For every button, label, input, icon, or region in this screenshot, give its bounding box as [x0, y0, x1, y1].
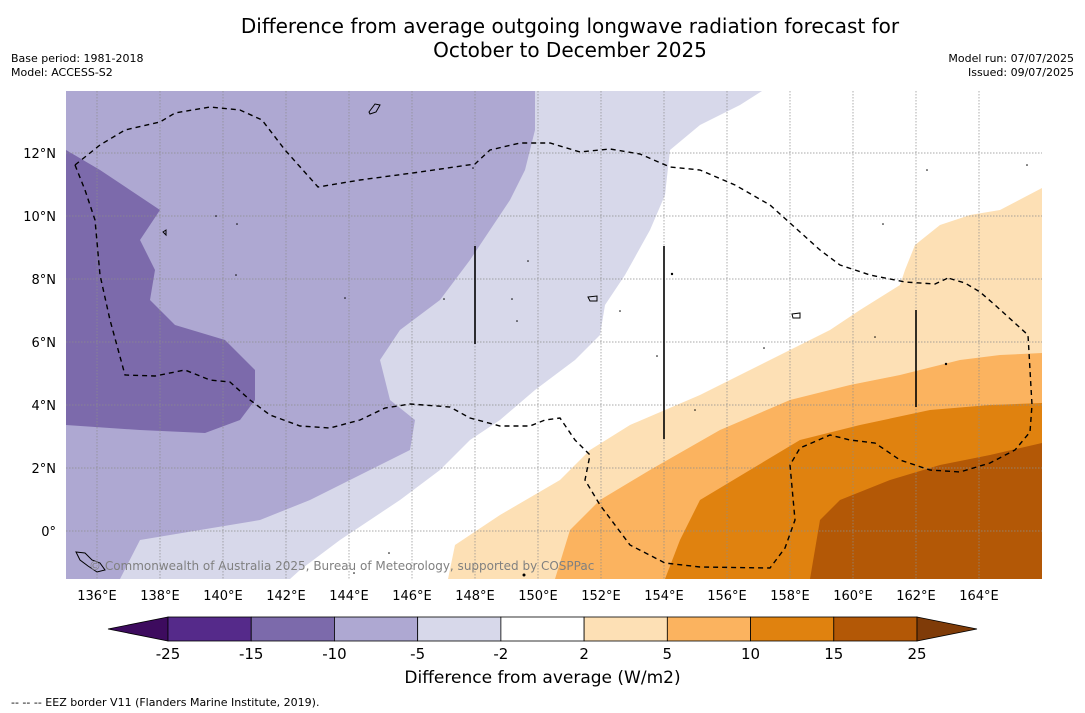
meta-right: Model run: 07/07/2025 Issued: 09/07/2025	[948, 52, 1074, 80]
colorbar-swatch	[583, 616, 668, 642]
longitude-labels: 136°E 138°E 140°E 142°E 144°E 146°E 148°…	[77, 589, 999, 604]
copyright-watermark: © Commonwealth of Australia 2025, Bureau…	[89, 559, 594, 573]
colorbar-tick-label: 15	[824, 645, 843, 663]
colorbar-tick-label: 5	[663, 645, 673, 663]
lat-label: 12°N	[23, 147, 56, 162]
lon-label: 150°E	[518, 589, 558, 604]
islands	[75, 103, 801, 573]
lat-label: 0°	[41, 525, 56, 540]
island-dots	[215, 164, 1028, 577]
colorbar-swatch	[750, 616, 835, 642]
lon-label: 146°E	[392, 589, 432, 604]
colorbar-tick-label: -15	[239, 645, 264, 663]
lon-label: 158°E	[770, 589, 810, 604]
lon-label: 152°E	[581, 589, 621, 604]
base-period: Base period: 1981-2018	[11, 52, 144, 65]
lon-label: 154°E	[644, 589, 684, 604]
colorbar-tick-label: 25	[907, 645, 926, 663]
lon-label: 160°E	[833, 589, 873, 604]
lat-label: 10°N	[23, 210, 56, 225]
map-plot-area: © Commonwealth of Australia 2025, Bureau…	[66, 91, 1042, 579]
eez-border-palau-south	[74, 164, 1033, 569]
lon-label: 136°E	[77, 589, 117, 604]
eez-footnote: -- -- -- EEZ border V11 (Flanders Marine…	[11, 696, 320, 709]
meta-left: Base period: 1981-2018 Model: ACCESS-S2	[11, 52, 143, 80]
lat-label: 2°N	[32, 462, 57, 477]
colorbar-swatch	[167, 616, 252, 642]
colorbar-tick-label: -2	[493, 645, 508, 663]
lon-label: 140°E	[203, 589, 243, 604]
model-run-date: Model run: 07/07/2025	[948, 52, 1074, 65]
lon-label: 148°E	[455, 589, 495, 604]
issued-date: Issued: 09/07/2025	[967, 66, 1074, 79]
latitude-labels: 12°N 10°N 8°N 6°N 4°N 2°N 0°	[23, 147, 56, 540]
colorbar-tick-label: 2	[579, 645, 589, 663]
lon-label: 164°E	[959, 589, 999, 604]
title-line-1: Difference from average outgoing longwav…	[240, 14, 900, 38]
colorbar-tick-label: -10	[322, 645, 347, 663]
eez-borders	[74, 106, 1033, 569]
colorbar-swatch	[500, 616, 585, 642]
lon-label: 138°E	[140, 589, 180, 604]
lon-label: 144°E	[329, 589, 369, 604]
lat-label: 8°N	[32, 273, 57, 288]
colorbar-title: Difference from average (W/m2)	[404, 668, 681, 688]
colorbar-extend-high	[916, 616, 978, 642]
colorbar: -25 -15 -10 -5 -2 2 5 10 15 25	[107, 616, 978, 663]
colorbar-swatch	[417, 616, 502, 642]
title-line-2: October to December 2025	[433, 38, 707, 62]
colorbar-extend-low	[107, 616, 169, 642]
model-name: Model: ACCESS-S2	[11, 66, 113, 79]
colorbar-swatch	[334, 616, 419, 642]
anomaly-zone-brown	[810, 443, 1042, 579]
colorbar-swatch	[250, 616, 335, 642]
eez-border-palau-fsm-west	[74, 106, 949, 285]
lon-label: 162°E	[896, 589, 936, 604]
lon-label: 156°E	[707, 589, 747, 604]
map-title: Difference from average outgoing longwav…	[0, 14, 1085, 62]
anomaly-zone-dark-purple	[66, 150, 255, 433]
colorbar-tick-label: -25	[156, 645, 181, 663]
colorbar-tick-label: 10	[741, 645, 760, 663]
lat-label: 6°N	[32, 336, 57, 351]
anomaly-zone-mid-purple	[66, 91, 535, 579]
colorbar-swatch	[666, 616, 751, 642]
lat-label: 4°N	[32, 399, 57, 414]
colorbar-swatch	[833, 616, 918, 642]
colorbar-tick-label: -5	[410, 645, 425, 663]
boundary-ticks	[474, 246, 917, 439]
lon-label: 142°E	[266, 589, 306, 604]
